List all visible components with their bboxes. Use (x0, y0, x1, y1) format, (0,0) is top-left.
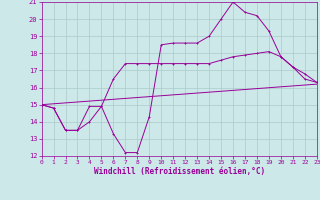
X-axis label: Windchill (Refroidissement éolien,°C): Windchill (Refroidissement éolien,°C) (94, 167, 265, 176)
